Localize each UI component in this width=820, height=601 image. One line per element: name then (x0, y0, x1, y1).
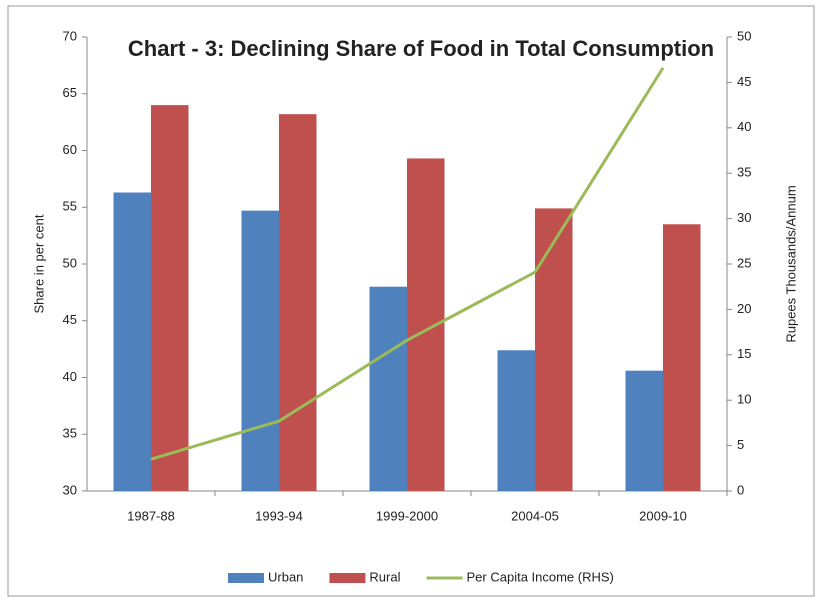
legend-label: Rural (369, 569, 400, 584)
x-tick-label: 2004-05 (511, 508, 559, 523)
y2-tick-label: 40 (737, 119, 751, 134)
y2-tick-label: 10 (737, 392, 751, 407)
y-tick-label: 35 (63, 426, 77, 441)
bar (151, 105, 189, 491)
bar (535, 208, 573, 491)
y2-tick-label: 0 (737, 482, 744, 497)
y2-tick-label: 20 (737, 301, 751, 316)
bar (663, 224, 701, 491)
bar (497, 350, 535, 491)
y2-tick-label: 45 (737, 74, 751, 89)
x-tick-label: 1999-2000 (376, 508, 438, 523)
chart-title: Chart - 3: Declining Share of Food in To… (128, 36, 714, 61)
y2-tick-label: 25 (737, 255, 751, 270)
y2-tick-label: 15 (737, 346, 751, 361)
y-tick-label: 60 (63, 142, 77, 157)
line (150, 67, 665, 461)
y-tick-label: 55 (63, 199, 77, 214)
legend-swatch (329, 573, 366, 583)
x-tick-label: 1993-94 (255, 508, 303, 523)
legend-swatch (228, 573, 264, 583)
x-tick-label: 1987-88 (127, 508, 175, 523)
bar (279, 114, 317, 492)
bar (625, 370, 663, 491)
bar (369, 286, 407, 491)
y-axis-title: Share in per cent (31, 214, 46, 313)
y-tick-label: 40 (63, 369, 77, 384)
y2-axis-title: Rupees Thousands/Annum (783, 185, 798, 342)
y-tick-label: 70 (63, 28, 77, 43)
y-tick-label: 65 (63, 85, 77, 100)
legend-label: Urban (268, 569, 303, 584)
y2-tick-label: 30 (737, 210, 751, 225)
x-tick-label: 2009-10 (639, 508, 687, 523)
bar (113, 192, 151, 491)
y2-tick-label: 35 (737, 165, 751, 180)
y-tick-label: 45 (63, 312, 77, 327)
y-tick-label: 50 (63, 255, 77, 270)
y2-tick-label: 5 (737, 437, 744, 452)
legend-label: Per Capita Income (RHS) (467, 569, 614, 584)
y-tick-label: 30 (63, 482, 77, 497)
y2-tick-label: 50 (737, 28, 751, 43)
bar (241, 210, 279, 491)
